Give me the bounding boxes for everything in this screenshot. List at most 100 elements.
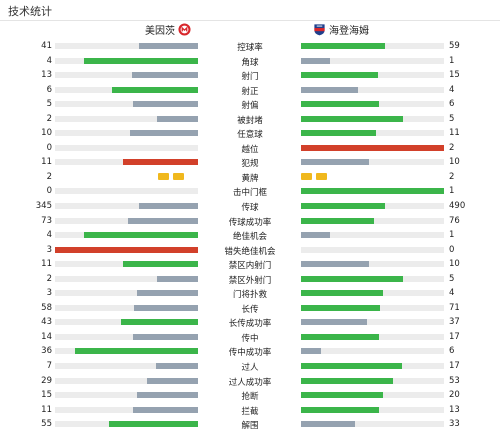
home-stat-value: 14 [41,331,52,342]
stat-label: 禁区外射门 [228,275,272,286]
stat-row: 11 拦截 13 [0,403,500,418]
home-stat-bar [157,275,198,282]
home-stat-bar-track [55,406,198,413]
away-stat-value: 59 [449,41,460,51]
stat-label: 传中成功率 [228,348,272,359]
home-stat-bar [136,290,198,297]
stat-row: 3 门将扑救 4 [0,286,500,301]
away-yellow-cards [301,172,327,180]
home-stat-bar [136,392,198,399]
stat-row: 11 禁区内射门 10 [0,257,500,272]
stat-row: 6 射正 4 [0,83,500,98]
stat-row: 73 传球成功率 76 [0,214,500,229]
home-yellow-cards [158,172,184,180]
home-stat-bar [55,246,198,253]
home-stat-bar-track [55,304,198,311]
stats-list: 41 控球率 59 4 角球 1 13 射门 15 6 射正 4 5 射偏 6 2 被封堵 5 10 任意球 11 0 越位… [0,39,500,432]
home-stat-value: 11 [41,157,52,168]
home-stat-value: 2 [46,273,52,284]
stat-row: 14 传中 17 [0,330,500,345]
away-team-name: 海登海姆 [329,25,369,37]
away-stat-value: 4 [449,288,455,299]
home-team-header[interactable]: 美因茨 [145,22,194,37]
away-stat-bar [301,406,379,413]
away-stat-bar-track [301,57,444,64]
stat-row: 5 射偏 6 [0,97,500,112]
stat-row: 7 过人 17 [0,359,500,374]
away-stat-bar-track [301,203,444,210]
home-stat-value: 7 [46,361,52,372]
away-stat-bar [301,333,380,340]
home-stat-value: 3 [46,288,52,299]
away-stat-bar-track [301,130,444,137]
stat-label: 黄牌 [241,173,259,184]
stat-row: 4 角球 1 [0,54,500,69]
stat-row: 2 黄牌 2 [0,170,500,185]
away-stat-value: 6 [449,99,455,110]
away-stat-bar [301,348,322,355]
away-stat-bar-track [301,319,444,326]
home-stat-bar [123,261,198,268]
home-stat-bar [138,203,198,210]
away-stat-bar [301,130,376,137]
home-stat-bar [156,363,198,370]
stat-label: 抢断 [241,392,259,403]
away-stat-bar-track [301,406,444,413]
home-stat-bar-track [55,101,198,108]
home-stat-bar-track [55,57,198,64]
stat-label: 射偏 [241,101,259,112]
stat-row: 11 犯规 10 [0,155,500,170]
away-stat-value: 76 [449,215,460,226]
home-stat-bar [75,348,198,355]
away-stat-bar [301,304,380,311]
stat-label: 传球成功率 [228,217,272,228]
stat-label: 被封堵 [237,115,263,126]
home-stat-bar-track [55,115,198,122]
away-stat-bar-track [301,72,444,79]
home-stat-bar [132,406,198,413]
away-stat-value: 1 [449,230,455,241]
home-stat-value: 11 [41,259,52,270]
home-stat-bar [129,130,198,137]
home-stat-bar [139,43,198,49]
stat-label: 过人成功率 [228,377,272,388]
stat-row: 29 过人成功率 53 [0,374,500,389]
home-stat-value: 3 [46,244,52,255]
away-stat-bar [301,290,383,297]
away-stat-bar [301,421,355,428]
home-stat-bar-track [55,130,198,137]
away-stat-bar-track [301,101,444,108]
stat-label: 禁区内射门 [228,261,272,272]
away-stat-bar [301,43,386,49]
away-stat-bar [301,363,403,370]
home-stat-bar [83,232,198,239]
home-stat-bar [133,304,198,311]
home-stat-bar [133,333,198,340]
home-stat-bar [131,72,198,79]
home-stat-value: 73 [41,215,52,226]
home-stat-value: 6 [46,84,52,95]
stat-row: 0 越位 2 [0,141,500,156]
away-team-header[interactable]: 海登海姆 [310,22,369,37]
home-stat-bar [121,319,198,326]
away-stat-value: 5 [449,273,455,284]
home-stat-bar-track [55,261,198,268]
stat-row: 15 抢断 20 [0,388,500,403]
away-stat-bar [301,232,330,239]
home-stat-bar-track [55,159,198,166]
away-stat-bar [301,188,444,195]
title-divider [0,20,500,21]
section-title: 技术统计 [8,5,52,18]
home-stat-bar-track [55,392,198,399]
home-stat-bar-track [55,319,198,326]
away-stat-bar-track [301,348,444,355]
away-stat-bar [301,159,370,166]
home-stat-value: 345 [35,201,52,212]
stat-row: 345 传球 490 [0,199,500,214]
home-stat-bar-track [55,72,198,79]
away-stat-bar [301,86,359,93]
away-stat-bar-track [301,275,444,282]
home-stat-bar-track [55,86,198,93]
away-stat-bar-track [301,217,444,224]
away-stat-bar-track [301,261,444,268]
